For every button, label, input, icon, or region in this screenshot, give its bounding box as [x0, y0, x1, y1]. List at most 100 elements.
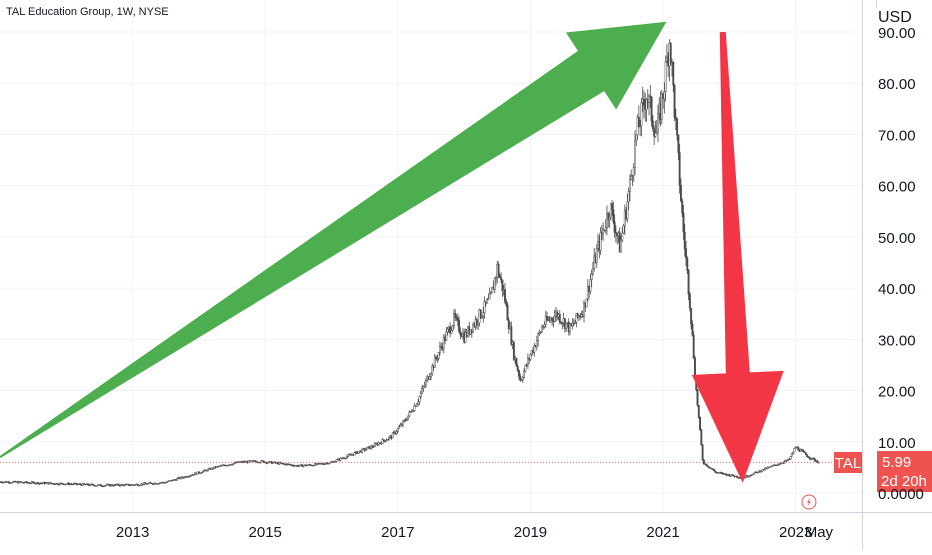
y-tick-label: 20.00 [878, 384, 916, 401]
candle-down [33, 481, 36, 485]
candle-up [524, 364, 527, 372]
candle-up [648, 95, 651, 103]
candle-up [231, 464, 234, 466]
x-tick-label: 2017 [381, 524, 414, 541]
candle-up [585, 298, 588, 308]
candle-down [804, 452, 807, 456]
candle-up [445, 331, 448, 341]
candle-down [679, 185, 682, 201]
candle-up [34, 483, 37, 485]
y-tick-label: 60.00 [878, 179, 916, 196]
candle-up [630, 175, 633, 180]
candle-up [381, 439, 384, 444]
candle-down [279, 462, 282, 464]
candle-down [673, 84, 676, 118]
candle-up [634, 140, 636, 168]
candle-down [182, 477, 185, 479]
candle-up [766, 467, 769, 470]
candle-layer[interactable] [0, 39, 820, 488]
candle-up [586, 285, 589, 300]
candle-down [127, 483, 130, 486]
x-tick-label: 2019 [514, 524, 547, 541]
candle-up [626, 201, 629, 220]
candle-down [708, 466, 710, 468]
candle-up [769, 466, 772, 468]
candle-down [99, 484, 102, 487]
candle-up [523, 370, 526, 378]
candle-down [518, 370, 520, 377]
candle-up [157, 483, 160, 485]
candle-down [500, 277, 503, 281]
candle-up [530, 350, 533, 356]
candle-up [408, 411, 411, 417]
candle-up [539, 331, 542, 334]
candle-down [79, 483, 82, 485]
candle-up [11, 481, 14, 483]
candle-up [627, 191, 630, 203]
candle-down [713, 469, 716, 472]
candle-down [649, 95, 652, 98]
candle-up [529, 354, 532, 360]
candle-down [197, 471, 200, 474]
candle-up [751, 474, 754, 476]
candle-up [602, 229, 605, 235]
candle-down [144, 482, 147, 484]
candle-down [813, 458, 816, 462]
candle-down [525, 364, 528, 367]
candle-down [686, 257, 689, 271]
candle-up [437, 352, 440, 359]
candle-up [538, 332, 541, 335]
candle-up [95, 485, 98, 487]
candle-up [334, 461, 337, 463]
candle-down [83, 483, 86, 485]
candle-up [398, 426, 401, 429]
candle-up [344, 457, 347, 460]
annotation-layer [0, 21, 784, 483]
candle-up [639, 125, 642, 128]
candle-up [391, 432, 394, 439]
grid-layer [0, 0, 862, 512]
candle-up [543, 324, 546, 327]
candle-up [574, 321, 577, 324]
candle-down [459, 331, 462, 335]
candle-up [417, 401, 420, 405]
candle-up [540, 327, 543, 333]
candle-down [701, 444, 704, 461]
candle-up [464, 331, 467, 343]
candle-up [366, 447, 369, 450]
x-tick-label: May [805, 524, 834, 541]
candle-up [302, 465, 305, 467]
candle-down [702, 459, 705, 465]
candle-up [595, 248, 598, 264]
candle-down [650, 96, 653, 122]
candle-up [591, 268, 594, 275]
candle-up [297, 465, 300, 467]
candle-up [396, 428, 399, 432]
candle-down [806, 454, 809, 457]
candle-up [271, 462, 274, 464]
candle-down [674, 116, 677, 120]
candle-down [505, 301, 508, 306]
candle-up [10, 482, 13, 484]
candle-up [306, 464, 309, 467]
x-tick-label: 2015 [249, 524, 282, 541]
candle-down [454, 313, 457, 318]
candle-up [442, 336, 445, 349]
candle-up [418, 396, 421, 402]
candle-down [678, 152, 681, 186]
symbol-tag-label: TAL [835, 455, 861, 472]
candle-down [688, 293, 691, 309]
candle-up [729, 475, 732, 477]
candle-up [488, 293, 491, 299]
candle-up [259, 462, 262, 464]
candle-up [590, 273, 593, 280]
candle-down [676, 118, 679, 136]
candle-down [56, 482, 59, 485]
candle-down [694, 357, 696, 378]
y-tick-label: 80.00 [878, 76, 916, 93]
candle-down [802, 450, 805, 453]
candle-down [510, 326, 513, 345]
candle-up [423, 384, 426, 387]
